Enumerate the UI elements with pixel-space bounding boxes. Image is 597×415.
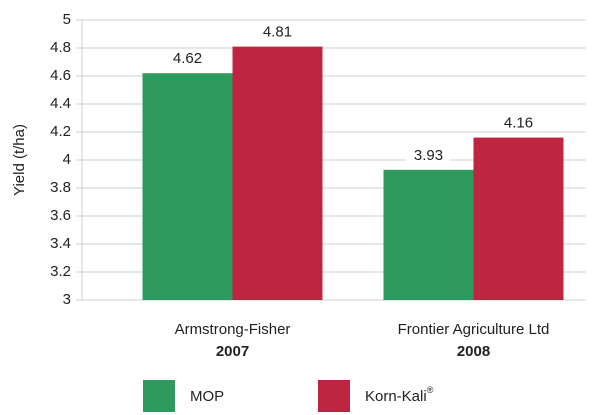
value-label: 4.81 bbox=[263, 24, 292, 41]
y-tick-label: 4.6 bbox=[50, 67, 71, 84]
value-label-bg bbox=[406, 145, 451, 164]
y-tick-label: 3 bbox=[63, 291, 71, 308]
legend-name: Korn-Kali bbox=[365, 388, 427, 405]
legend-label: MOP bbox=[190, 388, 224, 405]
legend-superscript: ® bbox=[427, 385, 434, 395]
value-label: 4.16 bbox=[504, 115, 533, 132]
value-label-bg bbox=[255, 22, 300, 41]
value-label-bg bbox=[496, 113, 541, 132]
y-tick-label: 3.4 bbox=[50, 235, 71, 252]
y-tick-label: 5 bbox=[63, 11, 71, 28]
x-tick-year: 2007 bbox=[216, 343, 249, 360]
x-tick-year: 2008 bbox=[457, 343, 490, 360]
bar bbox=[142, 73, 233, 300]
value-label: 4.62 bbox=[173, 50, 202, 67]
y-tick-label: 4.4 bbox=[50, 95, 71, 112]
legend-label: Korn-Kali® bbox=[365, 385, 434, 405]
legend-name: MOP bbox=[190, 388, 224, 405]
y-tick-label: 3.8 bbox=[50, 179, 71, 196]
bar bbox=[473, 137, 564, 300]
x-tick-label: Armstrong-Fisher bbox=[175, 321, 291, 338]
legend-swatch bbox=[143, 380, 175, 412]
value-label: 3.93 bbox=[414, 147, 443, 164]
legend-swatch bbox=[318, 380, 350, 412]
bar bbox=[383, 169, 474, 300]
y-tick-label: 4.8 bbox=[50, 39, 71, 56]
x-tick-label: Frontier Agriculture Ltd bbox=[398, 321, 550, 338]
y-tick-label: 3.2 bbox=[50, 263, 71, 280]
y-tick-label: 3.6 bbox=[50, 207, 71, 224]
y-tick-label: 4.2 bbox=[50, 123, 71, 140]
bar bbox=[232, 46, 323, 300]
y-tick-label: 4 bbox=[63, 151, 71, 168]
y-axis-label: Yield (t/ha) bbox=[11, 124, 28, 196]
value-label-bg bbox=[165, 49, 210, 68]
